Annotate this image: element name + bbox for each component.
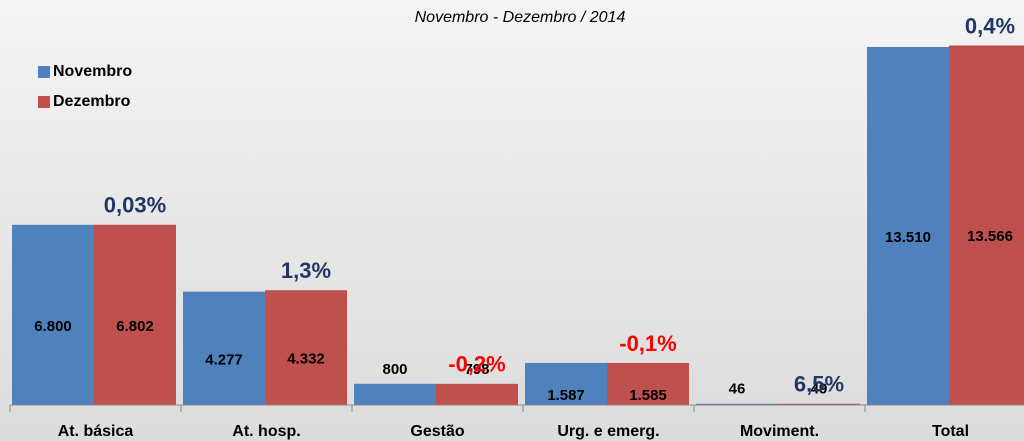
bar: [183, 291, 265, 405]
bar: [525, 362, 607, 405]
x-tick-label: At. hosp.: [232, 423, 300, 440]
value-label: 4.332: [287, 351, 325, 368]
change-annotation: -0,2%: [448, 352, 505, 377]
bar: [12, 224, 94, 405]
value-label: 800: [382, 361, 407, 378]
bar: [778, 403, 860, 405]
change-annotation: 1,3%: [281, 258, 331, 283]
value-label: 4.277: [205, 351, 243, 368]
value-label: 13.566: [967, 228, 1013, 245]
x-tick-label: At. básica: [58, 423, 134, 440]
legend-swatch: [38, 96, 50, 108]
bar: [436, 383, 518, 405]
value-label: 13.510: [885, 229, 931, 246]
bar: [867, 46, 949, 406]
change-annotation: 6,5%: [794, 372, 844, 397]
x-tick-label: Moviment.: [740, 423, 819, 440]
value-label: 1.585: [629, 387, 667, 404]
value-label: 798: [464, 361, 489, 378]
value-label: 49: [811, 381, 828, 398]
bar: [696, 403, 778, 405]
x-tick-label: Gestão: [410, 423, 464, 440]
legend-label: Dezembro: [53, 93, 131, 110]
legend-swatch: [38, 66, 50, 78]
value-label: 46: [729, 381, 746, 398]
change-annotation: -0,1%: [619, 331, 676, 356]
value-label: 6.800: [34, 318, 72, 335]
bar: [354, 383, 436, 405]
bar: [265, 290, 347, 405]
x-tick-label: Urg. e emerg.: [557, 423, 659, 440]
bar: [94, 224, 176, 405]
change-annotation: 0,03%: [104, 193, 166, 218]
value-label: 1.587: [547, 387, 585, 404]
value-label: 6.802: [116, 318, 154, 335]
chart-title: Novembro - Dezembro / 2014: [415, 9, 626, 26]
bar: [949, 45, 1024, 405]
legend-label: Novembro: [53, 63, 132, 80]
x-tick-label: Total: [932, 423, 969, 440]
change-annotation: 0,4%: [965, 13, 1015, 38]
bar: [607, 362, 689, 405]
